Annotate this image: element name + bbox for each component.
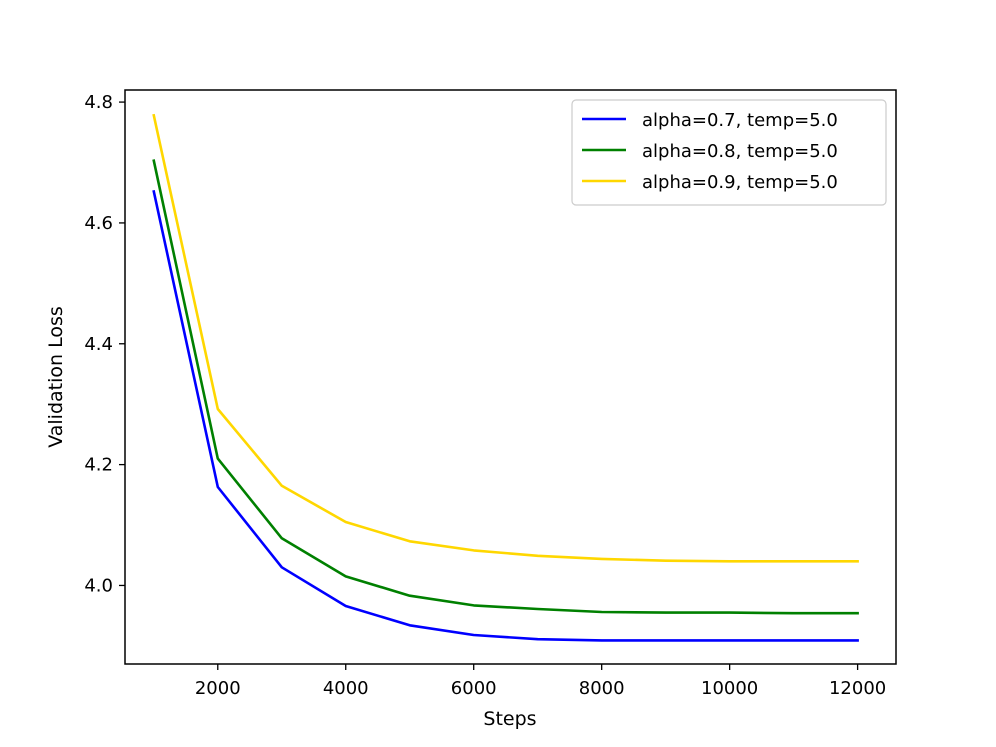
legend-label-2: alpha=0.8, temp=5.0 — [642, 141, 838, 162]
x-tick-label: 12000 — [829, 678, 886, 699]
x-tick-label: 2000 — [195, 678, 241, 699]
y-tick-label: 4.6 — [84, 213, 113, 234]
axes-frame — [124, 89, 897, 665]
y-tick-label: 4.4 — [84, 334, 113, 355]
plot-frame — [124, 89, 897, 665]
y-axis-label: Validation Loss — [45, 306, 67, 448]
x-axis-label: Steps — [483, 708, 536, 730]
plot-lines — [152, 113, 859, 642]
x-tick-label: 8000 — [579, 678, 625, 699]
x-axis-ticks: 2000 4000 6000 8000 10000 12000 — [195, 664, 886, 699]
legend-label-1: alpha=0.7, temp=5.0 — [642, 110, 838, 131]
legend-box — [571, 99, 887, 206]
x-tick-label: 4000 — [323, 678, 369, 699]
legend: alpha=0.7, temp=5.0 alpha=0.8, temp=5.0 al… — [571, 99, 887, 206]
series-line-3 — [152, 113, 859, 563]
legend-label-3: alpha=0.9, temp=5.0 — [642, 172, 838, 193]
x-tick-label: 6000 — [451, 678, 497, 699]
x-tick-label: 10000 — [701, 678, 758, 699]
series-line-2 — [152, 159, 859, 615]
y-tick-label: 4.2 — [84, 455, 113, 476]
series-line-1 — [152, 189, 859, 642]
y-tick-label: 4.8 — [84, 92, 113, 113]
y-tick-label: 4.0 — [84, 575, 113, 596]
y-axis-ticks: 4.0 4.2 4.4 4.6 4.8 — [84, 92, 125, 596]
